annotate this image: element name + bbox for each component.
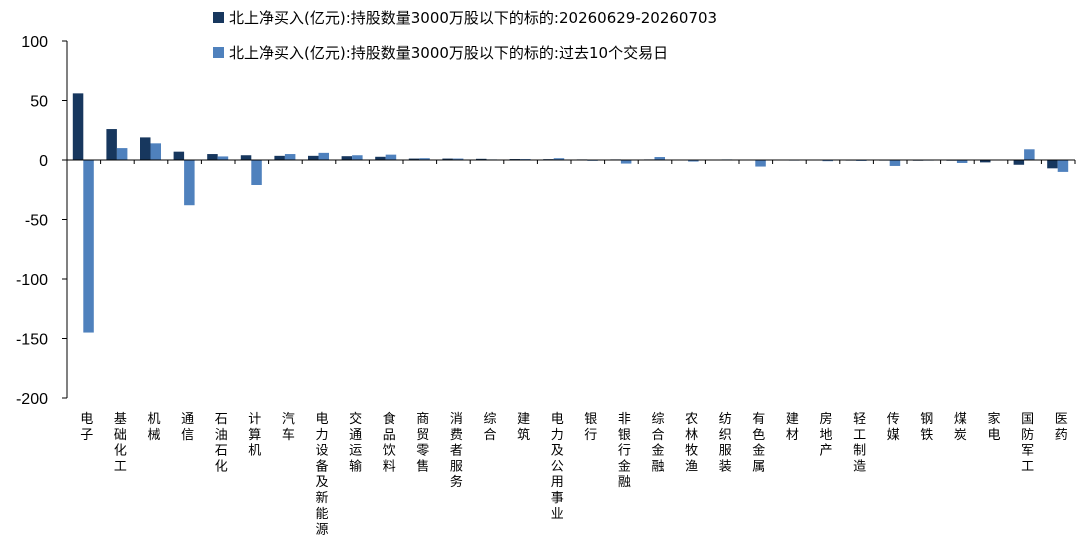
x-tick-label: 电子	[80, 412, 93, 443]
bar-10day	[419, 158, 430, 160]
bar-10day	[1057, 160, 1069, 172]
legend-label-10day: 北上净买入(亿元):持股数量3000万股以下的标的:过去10个交易日	[229, 43, 669, 62]
bar-10day	[251, 160, 262, 185]
bar-10day	[385, 154, 397, 160]
x-tick-label: 农林牧渔	[685, 412, 698, 474]
bar-10day	[889, 160, 901, 166]
bar-weekly	[72, 93, 84, 160]
bar-weekly	[408, 158, 420, 160]
legend-label-weekly: 北上净买入(亿元):持股数量3000万股以下的标的:20260629-20260…	[229, 8, 718, 27]
bar-10day	[217, 156, 229, 160]
x-tick-label: 钢铁	[920, 412, 933, 443]
bar-weekly	[980, 160, 991, 163]
y-tick-label: 100	[21, 34, 48, 51]
bar-10day	[452, 158, 464, 160]
x-tick-label: 食品饮料	[383, 411, 396, 474]
x-tick-label: 纺织服装	[719, 412, 732, 474]
x-tick-label: 非银行金融	[618, 412, 631, 490]
x-tick-label: 房地产	[819, 411, 832, 459]
y-tick-label: -50	[25, 213, 48, 230]
bar-10day	[1024, 149, 1035, 160]
bar-10day	[688, 160, 699, 162]
x-tick-label: 综合	[483, 412, 496, 443]
x-tick-label: 汽车	[282, 412, 295, 443]
bar-10day	[184, 160, 195, 206]
bar-10day	[553, 158, 565, 160]
y-tick-label: 50	[30, 94, 48, 111]
bar-weekly	[1013, 160, 1025, 165]
bar-weekly	[106, 129, 117, 160]
x-tick-label: 基础化工	[114, 412, 127, 474]
x-tick-label: 电力设备及新能源	[315, 412, 328, 538]
x-tick-label: 银行	[584, 412, 597, 443]
x-tick-label: 石油石化	[215, 412, 228, 474]
x-tick-label: 煤炭	[954, 412, 967, 443]
bar-10day	[83, 160, 94, 333]
x-tick-label: 通信	[181, 412, 194, 443]
bar-weekly	[207, 154, 218, 160]
bar-weekly	[442, 158, 453, 160]
x-tick-label: 建筑	[517, 412, 530, 443]
y-tick-label: 0	[39, 153, 48, 170]
legend-item-weekly: 北上净买入(亿元):持股数量3000万股以下的标的:20260629-20260…	[213, 6, 717, 28]
bar-weekly	[308, 155, 319, 160]
bar-weekly	[274, 155, 285, 160]
x-tick-label: 机械	[147, 412, 160, 443]
x-tick-label: 家电	[987, 411, 1000, 443]
bar-weekly	[476, 158, 487, 160]
bar-weekly	[240, 155, 252, 160]
y-tick-label: -150	[16, 332, 48, 349]
legend-item-10day: 北上净买入(亿元):持股数量3000万股以下的标的:过去10个交易日	[213, 41, 717, 63]
x-tick-label: 商贸零售	[416, 412, 429, 474]
x-tick-label: 综合金融	[651, 412, 664, 474]
bar-10day	[956, 160, 968, 163]
x-tick-label: 传媒	[887, 412, 900, 443]
bar-weekly	[1047, 160, 1058, 169]
bar-10day	[150, 143, 161, 160]
legend: 北上净买入(亿元):持股数量3000万股以下的标的:20260629-20260…	[213, 6, 717, 76]
bar-10day	[755, 160, 766, 167]
bar-weekly	[140, 137, 151, 160]
x-tick-label: 医药	[1055, 412, 1068, 443]
bar-10day	[822, 160, 833, 162]
bar-weekly	[375, 156, 386, 160]
bar-10day	[654, 157, 665, 160]
x-tick-label: 国防军工	[1021, 412, 1034, 474]
legend-swatch-10day	[213, 46, 224, 58]
x-tick-label: 有色金属	[752, 412, 765, 474]
bar-10day	[352, 155, 363, 160]
x-tick-label: 计算机	[248, 412, 261, 459]
x-tick-label: 电力及公用事业	[551, 412, 564, 522]
x-tick-label: 消费者服务	[450, 412, 463, 490]
legend-swatch-weekly	[213, 11, 224, 23]
bar-weekly	[341, 156, 353, 160]
bar-10day	[318, 152, 329, 160]
bar-10day	[284, 154, 296, 160]
bar-weekly	[173, 151, 185, 160]
y-tick-label: -200	[16, 391, 48, 408]
x-tick-label: 轻工制造	[853, 412, 866, 474]
bar-10day	[116, 148, 128, 160]
y-tick-label: -100	[16, 272, 48, 289]
x-tick-label: 交通运输	[349, 411, 362, 474]
x-tick-label: 建材	[786, 412, 799, 443]
bar-10day	[620, 160, 632, 164]
